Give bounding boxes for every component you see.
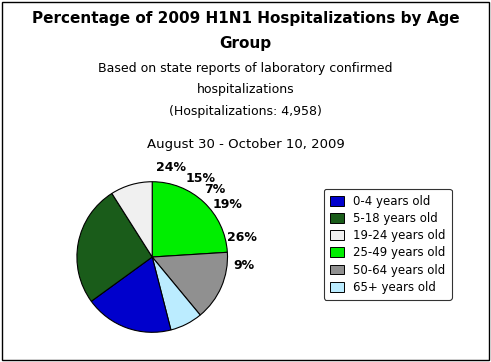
Wedge shape xyxy=(77,193,152,301)
Text: August 30 - October 10, 2009: August 30 - October 10, 2009 xyxy=(147,138,344,151)
Text: Based on state reports of laboratory confirmed: Based on state reports of laboratory con… xyxy=(98,62,393,75)
Text: 24%: 24% xyxy=(156,161,186,174)
Text: 7%: 7% xyxy=(204,183,225,196)
Wedge shape xyxy=(152,182,227,257)
Text: Percentage of 2009 H1N1 Hospitalizations by Age: Percentage of 2009 H1N1 Hospitalizations… xyxy=(32,11,459,26)
Legend: 0-4 years old, 5-18 years old, 19-24 years old, 25-49 years old, 50-64 years old: 0-4 years old, 5-18 years old, 19-24 yea… xyxy=(324,189,452,300)
Wedge shape xyxy=(112,182,152,257)
Wedge shape xyxy=(152,252,227,315)
Wedge shape xyxy=(152,257,200,330)
Text: Group: Group xyxy=(219,36,272,51)
Wedge shape xyxy=(91,257,171,332)
Text: 9%: 9% xyxy=(233,259,254,272)
Text: 15%: 15% xyxy=(185,172,215,185)
Text: hospitalizations: hospitalizations xyxy=(197,83,294,96)
Text: (Hospitalizations: 4,958): (Hospitalizations: 4,958) xyxy=(169,105,322,118)
Text: 26%: 26% xyxy=(227,231,257,244)
Text: 19%: 19% xyxy=(213,198,243,211)
